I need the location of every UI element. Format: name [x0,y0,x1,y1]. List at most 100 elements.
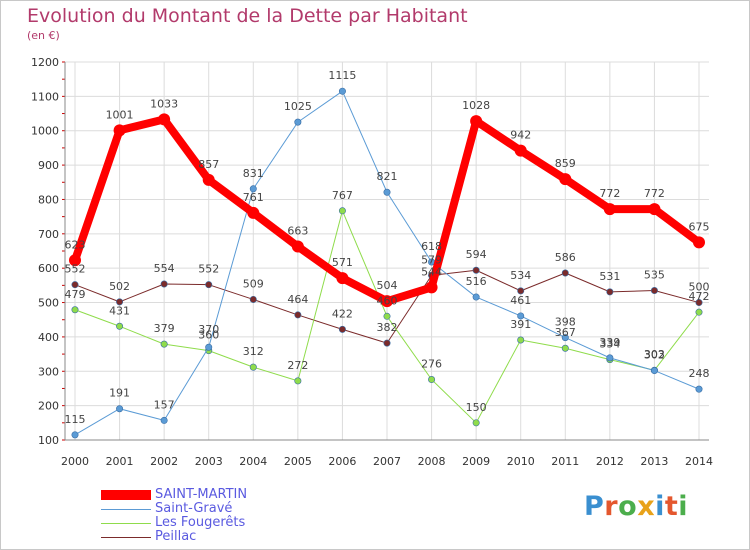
data-point [338,207,346,215]
data-point [472,266,480,274]
data-point [695,385,703,393]
data-label: 586 [555,251,576,264]
y-tick-label: 700 [38,228,59,241]
logo-letter: x [637,491,656,522]
data-label: 594 [466,248,487,261]
data-label: 831 [243,167,264,180]
logo-letter: P [584,491,605,522]
data-label: 1028 [462,99,490,112]
data-point [695,308,703,316]
data-label: 623 [65,238,86,251]
data-point [648,203,661,216]
data-point [650,367,658,375]
data-label: 339 [599,336,620,349]
data-label: 859 [555,157,576,170]
proxiti-logo: Proxiti [584,491,688,522]
data-label: 248 [689,367,710,380]
y-tick-label: 600 [38,262,59,275]
data-point [517,336,525,344]
data-label: 1001 [106,108,134,121]
data-label: 157 [154,398,175,411]
data-label: 464 [287,293,308,306]
data-point [294,118,302,126]
data-point [559,173,572,186]
data-label: 663 [287,225,308,238]
data-label: 391 [510,318,531,331]
data-label: 502 [109,280,130,293]
x-tick-label: 2011 [551,455,579,468]
data-point [249,295,257,303]
data-label: 504 [377,279,398,292]
data-label: 552 [198,263,219,276]
legend-swatch [101,509,151,510]
x-tick-label: 2005 [284,455,312,468]
data-label: 422 [332,307,353,320]
data-label: 1033 [150,97,178,110]
data-point [383,312,391,320]
data-point [160,340,168,348]
data-point [517,287,525,295]
data-label: 571 [332,256,353,269]
legend-label: Les Fougerêts [155,515,246,530]
data-point [606,288,614,296]
data-point [158,113,171,126]
data-label: 942 [510,129,531,142]
data-point [383,188,391,196]
data-label: 302 [644,349,665,362]
y-tick-label: 800 [38,193,59,206]
data-label: 272 [287,359,308,372]
logo-letter: r [604,491,619,522]
data-label: 334 [599,338,620,351]
data-point [247,206,260,219]
data-point [381,295,393,308]
data-point [561,334,569,342]
y-tick-label: 1000 [31,125,59,138]
data-point [693,236,705,249]
y-tick-label: 1200 [31,56,59,69]
data-label: 115 [65,413,86,426]
legend-swatch [101,490,151,500]
legend-swatch [101,523,151,524]
data-label: 367 [555,326,576,339]
data-label: 382 [377,321,398,334]
data-label: 767 [332,189,353,202]
data-point [561,344,569,352]
data-point [383,339,391,347]
x-tick-label: 2002 [150,455,178,468]
data-label: 398 [555,316,576,329]
y-tick-label: 1100 [31,90,59,103]
data-point [470,115,483,128]
data-label: 312 [243,345,264,358]
logo-letter: i [678,491,689,522]
data-point [472,293,480,301]
data-point [695,299,703,307]
data-point [202,173,215,186]
unit-label: (en €) [27,29,60,42]
y-tick-label: 100 [38,434,59,447]
data-label: 370 [198,323,219,336]
data-label: 1115 [328,69,356,82]
data-label: 500 [689,281,710,294]
data-point [294,377,302,385]
data-point [71,306,79,314]
data-point [205,281,213,289]
legend-swatch [101,537,151,538]
data-label: 554 [154,262,175,275]
x-tick-label: 2001 [106,455,134,468]
data-point [116,322,124,330]
data-label: 150 [466,401,487,414]
data-point [291,240,304,253]
legend-label: Peillac [155,529,197,544]
data-label: 303 [644,348,665,361]
logo-letter: i [655,491,665,522]
legend-label: SAINT-MARTIN [155,487,248,502]
data-point [338,325,346,333]
data-point [116,298,124,306]
x-tick-label: 2008 [418,455,446,468]
data-label: 479 [65,288,86,301]
data-point [249,363,257,371]
logo-letter: t [664,491,679,522]
data-point [71,281,79,289]
